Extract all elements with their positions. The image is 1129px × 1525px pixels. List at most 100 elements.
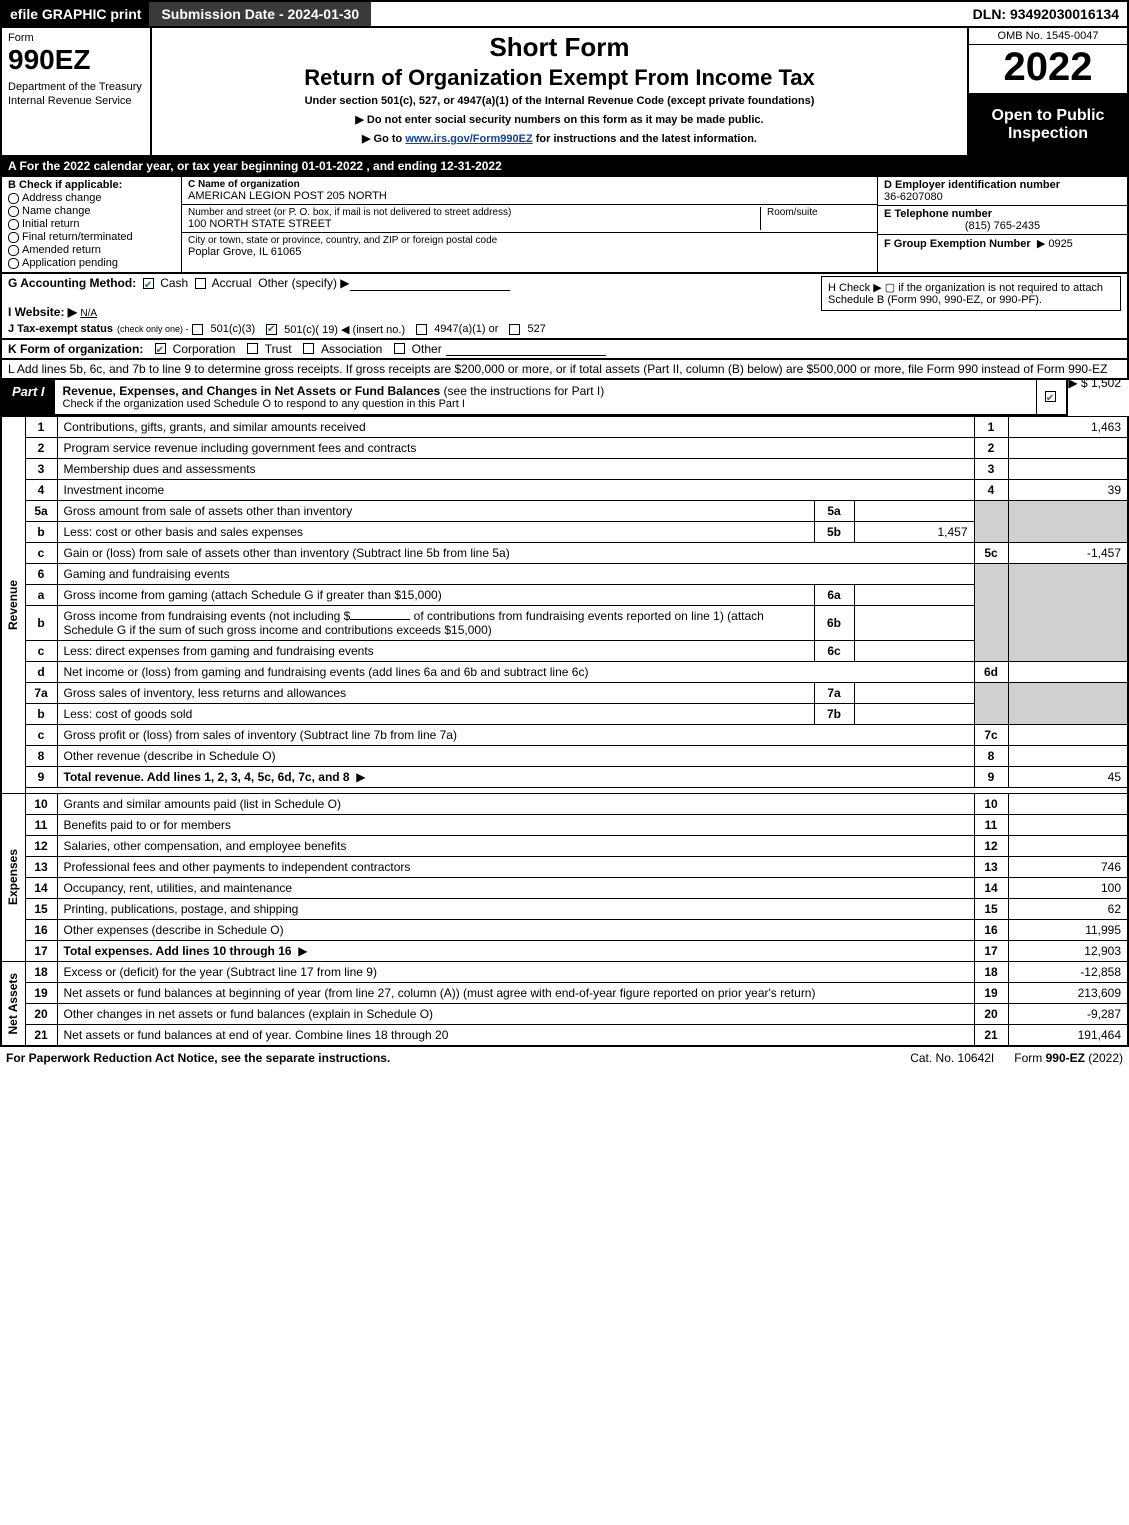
line-11-desc: Benefits paid to or for members — [57, 814, 974, 835]
efile-badge: efile GRAPHIC print — [2, 2, 149, 26]
lines-table: Revenue 1 Contributions, gifts, grants, … — [0, 416, 1129, 1047]
part-i-header: Part I Revenue, Expenses, and Changes in… — [0, 380, 1068, 416]
line-6c-desc: Less: direct expenses from gaming and fu… — [57, 640, 814, 661]
line-7b-val — [854, 703, 974, 724]
line-18-val: -12,858 — [1008, 961, 1128, 982]
chk-amended-return[interactable]: Amended return — [8, 244, 175, 256]
header-left: Form 990EZ Department of the Treasury In… — [2, 28, 152, 155]
line-14-val: 100 — [1008, 877, 1128, 898]
line-6b-val — [854, 605, 974, 640]
chk-cash[interactable] — [143, 278, 154, 289]
group-exemption-cell: F Group Exemption Number ▶ 0925 — [878, 235, 1127, 252]
chk-initial-return[interactable]: Initial return — [8, 218, 175, 230]
line-18-desc: Excess or (deficit) for the year (Subtra… — [57, 961, 974, 982]
chk-527[interactable] — [509, 324, 520, 335]
org-name: AMERICAN LEGION POST 205 NORTH — [188, 190, 871, 202]
ein-label: D Employer identification number — [884, 179, 1060, 191]
part-i-tab: Part I — [2, 380, 55, 414]
line-3-val — [1008, 458, 1128, 479]
city-label: City or town, state or province, country… — [188, 235, 871, 246]
ssn-warning: ▶ Do not enter social security numbers o… — [158, 113, 961, 126]
other-input[interactable] — [350, 277, 510, 291]
form-subtitle: Under section 501(c), 527, or 4947(a)(1)… — [158, 95, 961, 107]
open-to-public-badge: Open to Public Inspection — [969, 94, 1127, 155]
line-6b-desc: Gross income from fundraising events (no… — [57, 605, 814, 640]
line-6d-desc: Net income or (loss) from gaming and fun… — [57, 661, 974, 682]
chk-accrual[interactable] — [195, 278, 206, 289]
irs-link[interactable]: www.irs.gov/Form990EZ — [405, 133, 532, 145]
col-b: B Check if applicable: Address change Na… — [2, 177, 182, 272]
chk-other-org[interactable] — [394, 343, 405, 354]
goto-line: ▶ Go to www.irs.gov/Form990EZ for instru… — [158, 132, 961, 145]
line-21-val: 191,464 — [1008, 1024, 1128, 1046]
org-name-row: C Name of organization AMERICAN LEGION P… — [182, 177, 877, 205]
other-label: Other (specify) ▶ — [258, 276, 349, 290]
row-l: L Add lines 5b, 6c, and 7b to line 9 to … — [0, 360, 1129, 380]
opt-501c3: 501(c)(3) — [210, 323, 255, 335]
department-label: Department of the Treasury Internal Reve… — [8, 80, 144, 109]
chk-name-change[interactable]: Name change — [8, 205, 175, 217]
accrual-label: Accrual — [212, 276, 252, 290]
tax-year: 2022 — [969, 45, 1127, 94]
chk-501c3[interactable] — [192, 324, 203, 335]
city-row: City or town, state or province, country… — [182, 233, 877, 260]
line-17-desc: Total expenses. Add lines 10 through 16 … — [57, 940, 974, 961]
footer-catno: Cat. No. 10642I — [890, 1051, 1014, 1065]
opt-corp: Corporation — [173, 342, 236, 356]
line-10-val — [1008, 793, 1128, 814]
phone-label: E Telephone number — [884, 208, 992, 220]
chk-trust[interactable] — [247, 343, 258, 354]
block-bcdef: B Check if applicable: Address change Na… — [0, 177, 1129, 274]
line-8-val — [1008, 745, 1128, 766]
part-i-sub: Check if the organization used Schedule … — [63, 398, 1029, 410]
short-form-title: Short Form — [158, 32, 961, 63]
row-j: J Tax-exempt status (check only one) - 5… — [0, 321, 1129, 340]
line-5a-val — [854, 500, 974, 521]
j-label: J Tax-exempt status — [8, 323, 113, 335]
dln-number: DLN: 93492030016134 — [965, 2, 1127, 26]
chk-4947[interactable] — [416, 324, 427, 335]
chk-address-change[interactable]: Address change — [8, 192, 175, 204]
spacer — [371, 2, 965, 26]
form-title: Return of Organization Exempt From Incom… — [158, 65, 961, 91]
g-accounting: G Accounting Method: Cash Accrual Other … — [8, 276, 817, 319]
chk-association[interactable] — [303, 343, 314, 354]
part-i-check[interactable] — [1036, 380, 1066, 414]
line-4-desc: Investment income — [57, 479, 974, 500]
group-value: ▶ 0925 — [1037, 238, 1073, 250]
form-header: Form 990EZ Department of the Treasury In… — [0, 28, 1129, 157]
other-org-input[interactable] — [446, 342, 606, 356]
line-4-val: 39 — [1008, 479, 1128, 500]
line-20-desc: Other changes in net assets or fund bala… — [57, 1003, 974, 1024]
footer-left: For Paperwork Reduction Act Notice, see … — [6, 1051, 890, 1065]
line-10-desc: Grants and similar amounts paid (list in… — [57, 793, 974, 814]
line-8-desc: Other revenue (describe in Schedule O) — [57, 745, 974, 766]
line-2-val — [1008, 437, 1128, 458]
submission-date: Submission Date - 2024-01-30 — [149, 2, 371, 26]
rot-expenses: Expenses — [1, 793, 25, 961]
chk-final-return[interactable]: Final return/terminated — [8, 231, 175, 243]
phone-value: (815) 765-2435 — [884, 220, 1121, 232]
line-7c-desc: Gross profit or (loss) from sales of inv… — [57, 724, 974, 745]
rot-netassets: Net Assets — [1, 961, 25, 1046]
h-schedule-b: H Check ▶ ▢ if the organization is not r… — [821, 276, 1121, 311]
line-13-desc: Professional fees and other payments to … — [57, 856, 974, 877]
b-header: B Check if applicable: — [8, 179, 175, 191]
chk-501c[interactable] — [266, 324, 277, 335]
part-i-desc: Revenue, Expenses, and Changes in Net As… — [55, 380, 1037, 414]
website-value: N/A — [80, 308, 97, 319]
header-center: Short Form Return of Organization Exempt… — [152, 28, 967, 155]
line-1-val: 1,463 — [1008, 416, 1128, 437]
omb-number: OMB No. 1545-0047 — [969, 28, 1127, 45]
line-6d-val — [1008, 661, 1128, 682]
chk-application-pending[interactable]: Application pending — [8, 257, 175, 269]
opt-assoc: Association — [321, 342, 382, 356]
line-15-val: 62 — [1008, 898, 1128, 919]
website-label: I Website: ▶ — [8, 305, 77, 319]
form-label: Form — [8, 32, 144, 44]
page-footer: For Paperwork Reduction Act Notice, see … — [0, 1047, 1129, 1069]
line-6c-val — [854, 640, 974, 661]
line-a: A For the 2022 calendar year, or tax yea… — [0, 157, 1129, 177]
line-17-val: 12,903 — [1008, 940, 1128, 961]
chk-corporation[interactable] — [155, 343, 166, 354]
